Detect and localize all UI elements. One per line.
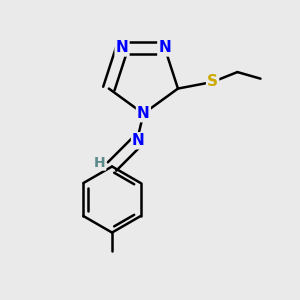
Text: S: S [207, 74, 218, 89]
Text: H: H [94, 155, 105, 170]
Text: N: N [116, 40, 128, 56]
Text: N: N [137, 106, 150, 121]
Text: N: N [158, 40, 171, 56]
Text: N: N [132, 133, 145, 148]
